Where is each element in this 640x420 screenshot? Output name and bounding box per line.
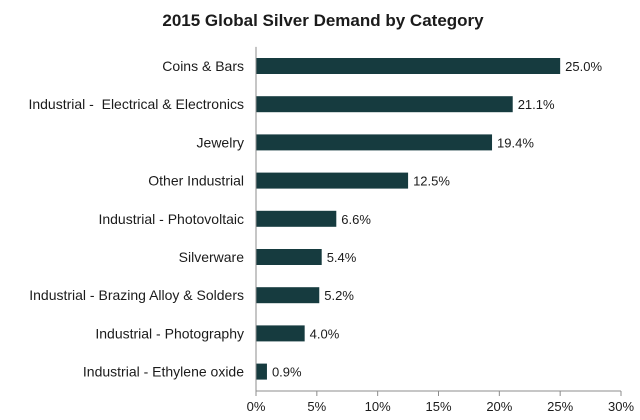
category-label: Silverware	[179, 249, 245, 265]
value-label: 0.9%	[272, 365, 302, 380]
bar	[256, 287, 320, 304]
bar	[256, 172, 409, 189]
category-label: Industrial - Electrical & Electronics	[28, 96, 244, 112]
category-label: Coins & Bars	[162, 58, 244, 74]
x-axis: 0% 5% 10% 15% 20% 25% 30%	[247, 46, 634, 414]
value-label: 6.6%	[341, 212, 371, 227]
x-tick-label: 5%	[307, 399, 326, 414]
category-label: Industrial - Brazing Alloy & Solders	[29, 287, 244, 303]
value-label: 19.4%	[497, 135, 534, 150]
bar	[256, 249, 322, 265]
bar	[256, 363, 267, 380]
category-label: Jewelry	[197, 134, 244, 150]
bars	[256, 58, 561, 380]
value-label: 5.2%	[324, 288, 354, 303]
x-tick-label: 25%	[547, 399, 573, 414]
value-labels: 25.0% 21.1% 19.4% 12.5% 6.6% 5.4% 5.2% 4.0% 0.9%	[272, 59, 603, 380]
bar	[256, 210, 337, 227]
chart-title: 2015 Global Silver Demand by Category	[162, 11, 484, 30]
category-label: Industrial - Ethylene oxide	[83, 364, 244, 380]
value-label: 4.0%	[310, 326, 340, 341]
value-label: 5.4%	[327, 250, 357, 265]
x-tick-label: 30%	[608, 399, 634, 414]
x-tick-label: 20%	[486, 399, 512, 414]
x-tick-label: 15%	[425, 399, 451, 414]
value-label: 12.5%	[413, 174, 450, 189]
category-labels: Coins & Bars Industrial - Electrical & El…	[28, 58, 244, 380]
value-label: 25.0%	[565, 59, 602, 74]
x-tick-label: 0%	[247, 399, 266, 414]
category-label: Industrial - Photovoltaic	[98, 211, 244, 227]
category-label: Other Industrial	[148, 173, 244, 189]
category-label: Industrial - Photography	[95, 325, 244, 341]
bar	[256, 325, 305, 342]
x-tick-label: 10%	[365, 399, 391, 414]
bar	[256, 58, 561, 74]
value-label: 21.1%	[518, 97, 555, 112]
bar	[256, 134, 493, 151]
bar	[256, 96, 513, 113]
